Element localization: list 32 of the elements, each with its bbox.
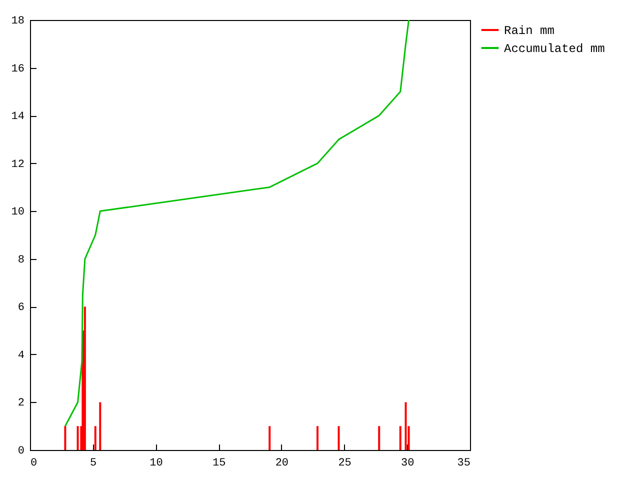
y-tick-label: 18 [11,16,24,28]
x-tick-label: 5 [90,458,97,470]
x-tick-label: 35 [457,458,470,470]
x-tick-label: 30 [401,458,414,470]
bar [399,426,402,450]
y-tick-label: 8 [18,254,24,266]
y-tick-label: 2 [18,398,24,410]
x-tick-label: 10 [150,458,163,470]
bar [84,306,86,450]
x-tick-label: 20 [275,458,289,470]
bar [76,426,79,450]
bar [404,402,407,450]
x-tick-label: 25 [338,458,352,470]
bar [338,426,340,450]
y-tick-label: 16 [11,63,24,76]
y-tick-label: 10 [11,206,24,219]
y-tick-label: 12 [11,158,24,171]
bar [64,426,66,450]
line-series [64,20,410,427]
bar [268,426,271,450]
y-tick-label: 14 [11,111,25,124]
bar [99,402,102,450]
bar [316,426,319,450]
x-tick-label: 0 [30,458,38,470]
legend-label: Rain mm [504,24,554,38]
y-tick-label: 0 [18,446,24,458]
bar [378,426,380,450]
bar [94,426,96,450]
y-tick-label: 6 [18,302,24,314]
y-tick-label: 4 [18,350,25,362]
legend-label: Accumulated mm [504,42,605,56]
x-tick-label: 15 [212,458,226,470]
